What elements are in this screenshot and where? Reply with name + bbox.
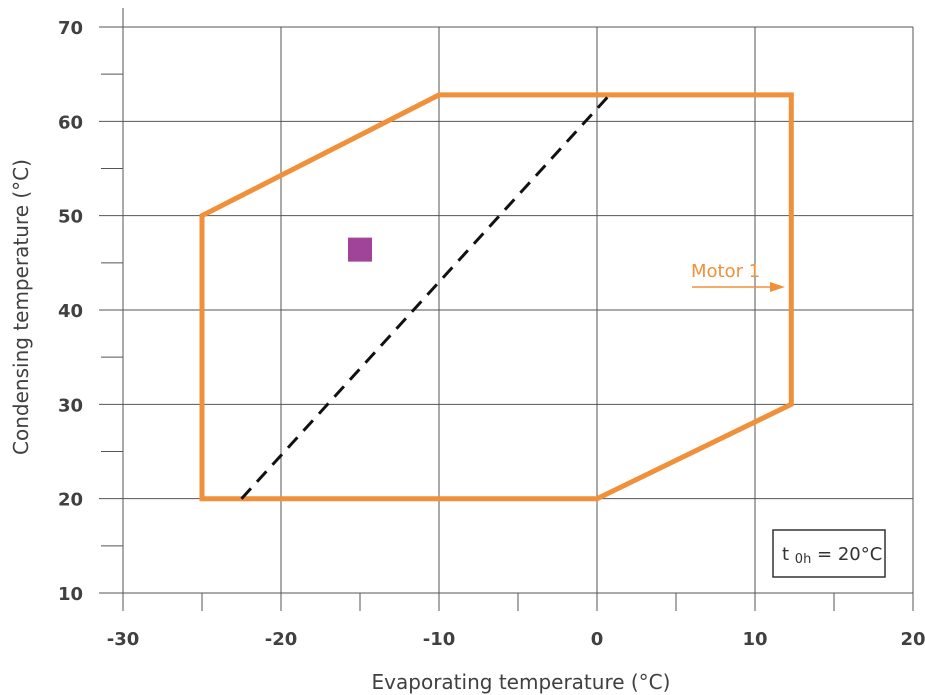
y-tick-label: 20 xyxy=(58,490,83,511)
envelope-series-line xyxy=(199,92,794,502)
x-tick-label: -20 xyxy=(265,629,298,650)
square-marker xyxy=(348,237,372,262)
y-tick-label: 10 xyxy=(58,584,83,605)
x-tick-label: -30 xyxy=(107,629,140,650)
axes xyxy=(99,8,914,611)
x-tick-label: 20 xyxy=(900,629,925,650)
x-tick-label: 10 xyxy=(742,629,767,650)
condition-symbol: t xyxy=(782,544,789,565)
motor-1-arrowhead-icon xyxy=(770,282,785,292)
dashed-series-line xyxy=(240,93,611,500)
grid-lines xyxy=(122,26,914,594)
y-tick-label: 50 xyxy=(58,207,83,228)
y-tick-label: 30 xyxy=(58,395,83,416)
series-layer xyxy=(199,92,794,502)
x-tick-label: -10 xyxy=(423,629,456,650)
y-tick-label: 70 xyxy=(58,18,83,39)
y-tick-label: 60 xyxy=(58,112,83,133)
condition-subscript: 0h xyxy=(795,552,812,567)
markers-layer xyxy=(348,237,372,262)
x-tick-label: 0 xyxy=(591,629,604,650)
y-axis-title: Condensing temperature (°C) xyxy=(9,159,33,455)
condition-label: t 0h = 20°C xyxy=(782,544,882,568)
x-axis-title: Evaporating temperature (°C) xyxy=(372,670,671,694)
tick-labels: 10 20 30 40 50 60 70 -30 -20 -10 0 10 20 xyxy=(58,18,925,650)
annotations-layer: Motor 1 t 0h = 20°C xyxy=(691,261,886,578)
condition-box xyxy=(772,529,886,578)
motor-1-label: Motor 1 xyxy=(691,261,760,282)
y-tick-label: 40 xyxy=(58,301,83,322)
condition-value: = 20°C xyxy=(817,544,882,565)
